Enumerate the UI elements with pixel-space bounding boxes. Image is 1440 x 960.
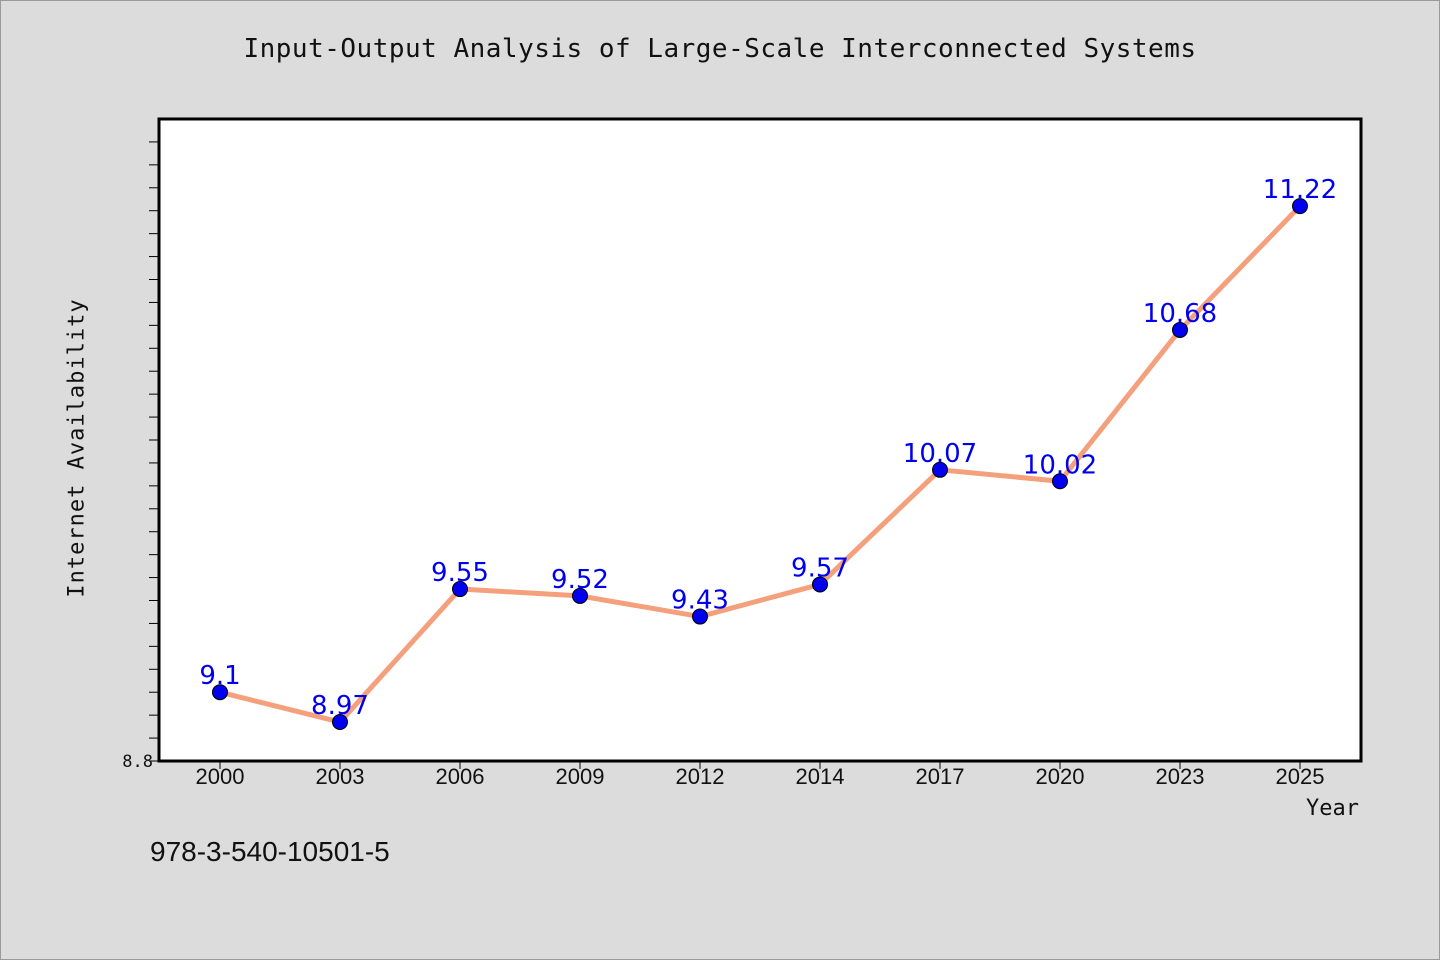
x-tick-label: 2000 (196, 764, 245, 789)
x-tick-label: 2017 (916, 764, 965, 789)
data-point (572, 587, 588, 604)
data-label: 8.97 (311, 691, 369, 721)
x-tick-label: 2009 (556, 764, 605, 789)
data-point (332, 714, 348, 731)
series-line (217, 203, 1303, 725)
data-point (1052, 473, 1068, 490)
y-tick-labels: 8.8 (122, 752, 153, 772)
x-tick-label: 2025 (1276, 764, 1325, 789)
x-tick-label: 2014 (796, 764, 845, 789)
data-points (212, 198, 1308, 731)
data-point (692, 608, 708, 625)
data-point (812, 576, 828, 593)
data-labels: 9.1 8.97 9.55 9.52 9.43 9.57 10.07 10.02 10.68 11… (199, 175, 1337, 721)
x-tick-label: 2012 (676, 764, 725, 789)
data-point (212, 684, 228, 701)
y-tick-label: 8.8 (122, 752, 153, 772)
x-tick-label: 2003 (316, 764, 365, 789)
x-tick-label: 2020 (1036, 764, 1085, 789)
data-label: 10.68 (1143, 299, 1217, 329)
data-label: 9.43 (671, 586, 729, 616)
plot-area (157, 117, 1363, 763)
y-axis-label: Internet Availability (64, 298, 90, 598)
data-label: 9.57 (791, 553, 849, 583)
chart-title: Input-Output Analysis of Large-Scale Int… (243, 34, 1197, 64)
data-label: 9.55 (431, 558, 489, 588)
isbn-text: 978-3-540-10501-5 (150, 836, 390, 867)
data-point (1292, 198, 1308, 215)
y-minor-ticks (149, 141, 159, 762)
data-label: 10.02 (1023, 450, 1097, 480)
data-point (1172, 321, 1188, 338)
x-axis-label: Year (1306, 796, 1359, 821)
data-point (452, 581, 468, 598)
x-tick-labels: 2000 2003 2006 2009 2012 2014 2017 2020 2023 2025 (196, 761, 1325, 789)
data-point (932, 461, 948, 478)
x-tick-label: 2023 (1156, 764, 1205, 789)
data-label: 11.22 (1263, 175, 1337, 205)
x-tick-label: 2006 (436, 764, 485, 789)
data-label: 9.52 (551, 565, 609, 595)
data-label: 9.1 (199, 661, 240, 691)
data-label: 10.07 (903, 439, 977, 469)
